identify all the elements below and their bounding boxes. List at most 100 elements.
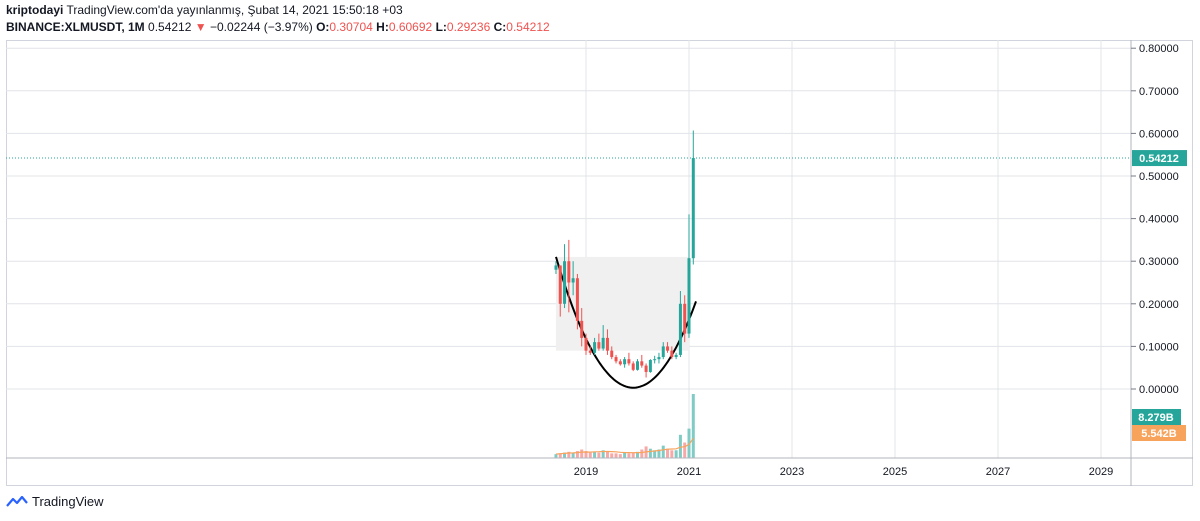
volume-bar [623, 452, 627, 458]
volume-bar [670, 450, 674, 458]
pattern-fill [555, 256, 689, 351]
volume-bar [554, 454, 558, 458]
candle-body [657, 357, 661, 360]
price-chart[interactable]: 0.80000 0.70000 0.60000 0.50000 0.40000 0.300… [6, 40, 1193, 486]
tradingview-brand: TradingView [32, 494, 104, 509]
time-axis[interactable]: 2019 2021 2023 2025 2027 2029 [574, 466, 1113, 478]
volume-ma-label: 5.542B [1141, 428, 1177, 440]
volume-label: 8.279B [1138, 412, 1174, 424]
volume-bar [601, 450, 605, 458]
candle-body [666, 346, 670, 351]
candle-body [605, 337, 609, 351]
volume-bar [584, 451, 588, 458]
candle-body [661, 346, 665, 358]
candles [6, 130, 1131, 378]
candle-body [623, 359, 627, 365]
volume-bar [563, 452, 567, 458]
volume-ma-tag: 5.542B [1132, 425, 1186, 441]
volume-bar [593, 451, 597, 458]
price-tick-label: 0.40000 [1139, 214, 1179, 226]
chart-area[interactable]: 0.80000 0.70000 0.60000 0.50000 0.40000 0.300… [6, 40, 1193, 486]
time-tick-label: 2025 [883, 466, 907, 478]
candle-body [593, 342, 597, 353]
volume-bar [648, 448, 652, 458]
volume-bar [605, 451, 609, 458]
close-value: 0.54212 [506, 20, 550, 34]
tradingview-logo-icon [6, 495, 28, 507]
candle-body [563, 261, 567, 304]
candle-body [614, 357, 618, 362]
candle-body [567, 261, 571, 283]
volume-bar [653, 450, 657, 458]
author-name[interactable]: kriptodayi [6, 3, 64, 17]
candle-body [653, 359, 657, 361]
candle-body [678, 303, 682, 355]
candle-body [575, 278, 579, 321]
time-tick-label: 2023 [780, 466, 804, 478]
publish-info-row: kriptodayi TradingView.com'da yayınlanmı… [6, 2, 550, 19]
volume-bar [580, 449, 584, 458]
time-tick-label: 2019 [574, 466, 598, 478]
price-axis[interactable]: 0.80000 0.70000 0.60000 0.50000 0.40000 0.300… [1131, 43, 1179, 396]
change-value: −0.02244 (−3.97%) [209, 20, 313, 34]
symbol-label: BINANCE:XLMUSDT, 1M [6, 20, 145, 34]
price-tick-label: 0.30000 [1139, 256, 1179, 268]
down-arrow-icon: ▼ [194, 20, 207, 34]
candle-body [584, 337, 588, 351]
volume-ma-line [555, 437, 694, 455]
candle-body [687, 258, 691, 334]
current-price-label: 0.54212 [1139, 153, 1179, 165]
volume-bar [657, 449, 661, 458]
volume-bar [588, 452, 592, 458]
volume-bar [558, 453, 562, 458]
volume-bar [571, 452, 575, 458]
ohlc-row: BINANCE:XLMUSDT, 1M 0.54212 ▼ −0.02244 (… [6, 19, 550, 36]
candle-body [674, 354, 678, 358]
candle-body [648, 360, 652, 372]
volume-bar [631, 452, 635, 458]
volume-bar [674, 450, 678, 458]
current-price-tag: 0.54212 [1132, 150, 1187, 167]
candle-body [558, 265, 562, 304]
volume-bar [678, 434, 682, 458]
price-tick-label: 0.60000 [1139, 128, 1179, 140]
candle-body [631, 363, 635, 370]
volume-bar [610, 453, 614, 458]
time-tick-label: 2027 [986, 466, 1010, 478]
tradingview-footer[interactable]: TradingView [6, 494, 104, 509]
price-tick-label: 0.10000 [1139, 341, 1179, 353]
volume-bar [636, 451, 639, 458]
candle-body [610, 350, 614, 358]
volume-bar [666, 448, 670, 458]
volume-bar [691, 394, 695, 458]
candle-body [588, 350, 592, 353]
candle-body [571, 278, 575, 283]
volume-bar [618, 454, 622, 458]
candle-body [636, 361, 639, 370]
close-label: C: [493, 20, 507, 34]
low-label: L: [435, 20, 447, 34]
candle-body [644, 365, 648, 372]
low-value: 0.29236 [446, 20, 491, 34]
volume-box [1132, 409, 1181, 425]
volume-bar [627, 453, 631, 458]
candle-body [640, 361, 644, 366]
time-tick-label: 2021 [677, 466, 701, 478]
chart-header: kriptodayi TradingView.com'da yayınlanmı… [6, 2, 550, 36]
last-price-value: 0.54212 [148, 20, 192, 34]
volume-bar [614, 453, 618, 458]
current-price-box [1132, 150, 1187, 167]
price-tick-label: 0.50000 [1139, 171, 1179, 183]
volume-bar [683, 442, 687, 458]
candle-body [597, 342, 601, 349]
time-tick-label: 2029 [1089, 466, 1113, 478]
candle-body [627, 359, 631, 364]
open-label: O: [316, 20, 330, 34]
candle-body [618, 361, 622, 365]
price-tick-label: 0.70000 [1139, 86, 1179, 98]
volume-bars [554, 394, 695, 458]
volume-bar [597, 452, 601, 458]
candle-body [683, 303, 687, 334]
high-value: 0.60692 [388, 20, 433, 34]
grid-lines [6, 40, 1131, 458]
